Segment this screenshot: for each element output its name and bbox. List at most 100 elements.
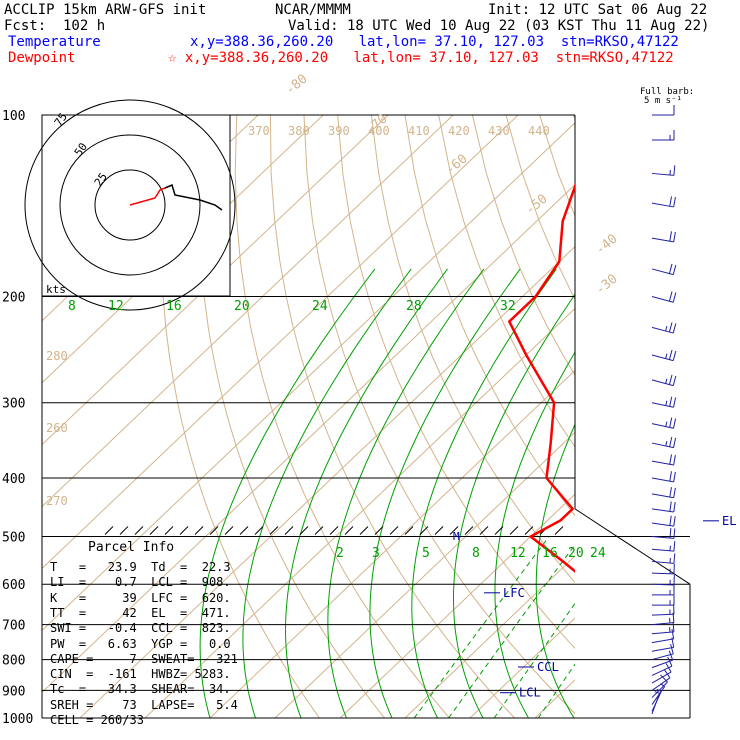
moist-adiabat: [494, 351, 575, 718]
isotherm-line: [42, 115, 454, 508]
wind-barb-flag: [673, 516, 676, 527]
temperature-station-info: x,y=388.36,260.20 lat,lon= 37.10, 127.03…: [190, 34, 679, 50]
barb-legend-line1: Full barb:: [640, 87, 694, 97]
mixing-ratio-line: [537, 663, 575, 718]
hatch-mark: [509, 526, 519, 535]
wind-barb-flag: [668, 291, 673, 302]
hatch-mark: [134, 526, 144, 535]
dry-adiabat: [303, 115, 575, 715]
isotherm-line: [730, 115, 740, 718]
source-label: NCAR/MMMM: [275, 2, 351, 18]
wind-barb-flag: [669, 396, 673, 407]
mixing-ratio-label-upper: 8: [68, 299, 76, 314]
moist-adiabat: [411, 268, 557, 718]
barb-legend-line2: 5 m s⁻¹: [644, 96, 682, 106]
mixing-ratio-label-upper: 28: [406, 299, 422, 314]
wind-barb-staff: [651, 659, 673, 669]
theta-label: 270: [46, 494, 68, 508]
isotherm-label: -30: [593, 271, 621, 298]
dry-adiabat: [337, 115, 575, 650]
moist-adiabat: [535, 423, 575, 718]
wind-barb-flag: [669, 515, 672, 526]
wind-barb-staff: [651, 460, 674, 466]
model-title: ACCLIP 15km ARW-GFS init: [4, 2, 207, 18]
wind-barb-flag: [673, 501, 676, 513]
theta-label: 440: [528, 124, 550, 138]
forecast-hour: Fcst: 102 h: [4, 18, 106, 34]
hatch-mark: [209, 526, 219, 535]
isotherm-line: [144, 307, 575, 718]
pressure-tick-label: 800: [2, 654, 25, 669]
hatch-mark: [494, 526, 504, 535]
moist-adiabat: [327, 268, 485, 718]
hatch-mark: [224, 526, 234, 535]
level-label-lfc: LFC: [503, 586, 525, 600]
pressure-tick-label: 700: [2, 619, 25, 634]
sounding-traces: [507, 182, 575, 573]
dry-adiabat: [438, 115, 575, 448]
wind-barb-flag: [672, 323, 677, 334]
hodograph-trace-high: [164, 183, 223, 211]
wind-barb-flag: [673, 397, 677, 408]
dewpoint-legend: Dewpoint: [8, 50, 76, 66]
valid-time: Valid: 18 UTC Wed 10 Aug 22 (03 KST Thu …: [288, 18, 710, 34]
wind-barb-staff: [651, 402, 674, 408]
wind-barb-staff: [651, 677, 671, 691]
isotherm-line: [42, 122, 575, 632]
wind-barb-staff: [651, 665, 673, 676]
hodograph-trace-low: [129, 187, 166, 206]
wind-barb-staff: [651, 326, 674, 334]
isotherm-label: -80: [283, 71, 311, 98]
parcel-info-row: Tc = 34.3 SHEAR= 34.: [50, 682, 231, 697]
pressure-tick-label: 100: [2, 109, 25, 124]
parcel-info-row: TT = 42 EL = 471.: [50, 605, 231, 620]
wind-barb-staff: [651, 379, 674, 387]
pressure-tick-label: 900: [2, 684, 25, 699]
hatch-mark: [194, 526, 204, 535]
moist-adiabat: [369, 268, 521, 718]
theta-label: 430: [488, 124, 510, 138]
hatch-mark: [269, 526, 279, 535]
wind-barb-flag: [670, 644, 674, 654]
hodograph-ring-label: 75: [52, 110, 70, 128]
wind-barb-staff: [651, 268, 674, 276]
wind-barb-staff: [651, 646, 674, 652]
hodograph-box: [41, 114, 231, 297]
dewpoint-station-info: ☆ x,y=388.36,260.20 lat,lon= 37.10, 127.…: [168, 50, 674, 66]
mixing-ratio-label-lower: 2: [336, 546, 344, 561]
wind-barb-flag: [673, 231, 676, 242]
wind-barb-staff: [651, 237, 674, 243]
wind-barb-flag: [665, 353, 668, 359]
wind-barb-flag: [669, 417, 673, 428]
wind-barb-staff: [651, 560, 674, 564]
wind-barb-staff: [651, 296, 674, 303]
wind-barb-flag: [672, 621, 675, 632]
dry-adiabat: [471, 115, 575, 377]
init-time: Init: 12 UTC Sat 06 Aug 22: [488, 2, 708, 18]
mixing-ratio-label-lower: 3: [372, 546, 380, 561]
pressure-tick-label: 600: [2, 578, 25, 593]
hodograph-ring-label: 25: [92, 170, 110, 188]
parcel-info-row: SWI = -0.4 CCL = 823.: [50, 621, 231, 636]
wind-barb-flag: [668, 322, 673, 333]
hodograph-ring: [94, 169, 166, 241]
level-label-lcl: LCL: [519, 686, 541, 700]
wind-barb-staff: [651, 686, 666, 705]
isotherm-line: [42, 115, 519, 570]
pressure-tick-label: 500: [2, 530, 25, 545]
level-label-ccl: CCL: [537, 660, 559, 674]
isotherm-line: [42, 183, 575, 693]
wind-barb-staff: [651, 535, 674, 539]
hatch-mark: [314, 526, 324, 535]
el-marker: M: [453, 530, 460, 543]
wind-barb-flag: [671, 628, 675, 639]
isotherm-line: [469, 617, 575, 718]
mixing-ratio-label-upper: 12: [108, 299, 124, 314]
moist-adiabat: [453, 293, 575, 718]
hatch-mark: [419, 526, 429, 535]
wind-barb-flag: [673, 455, 676, 466]
wind-barb-flag: [665, 326, 668, 332]
theta-label: 380: [288, 124, 310, 138]
mixing-ratio-label-lower: 5: [422, 546, 430, 561]
